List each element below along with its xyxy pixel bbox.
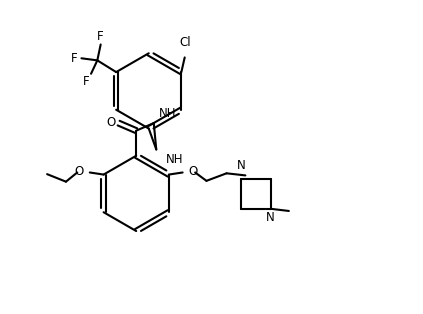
Text: F: F [71,52,77,65]
Text: NH: NH [159,107,176,120]
Text: NH: NH [165,153,183,166]
Text: N: N [266,211,275,224]
Text: N: N [237,159,245,172]
Text: O: O [75,165,84,178]
Text: F: F [97,30,104,43]
Text: O: O [189,165,198,178]
Text: F: F [83,75,89,88]
Text: Cl: Cl [180,36,191,49]
Text: O: O [107,116,116,129]
